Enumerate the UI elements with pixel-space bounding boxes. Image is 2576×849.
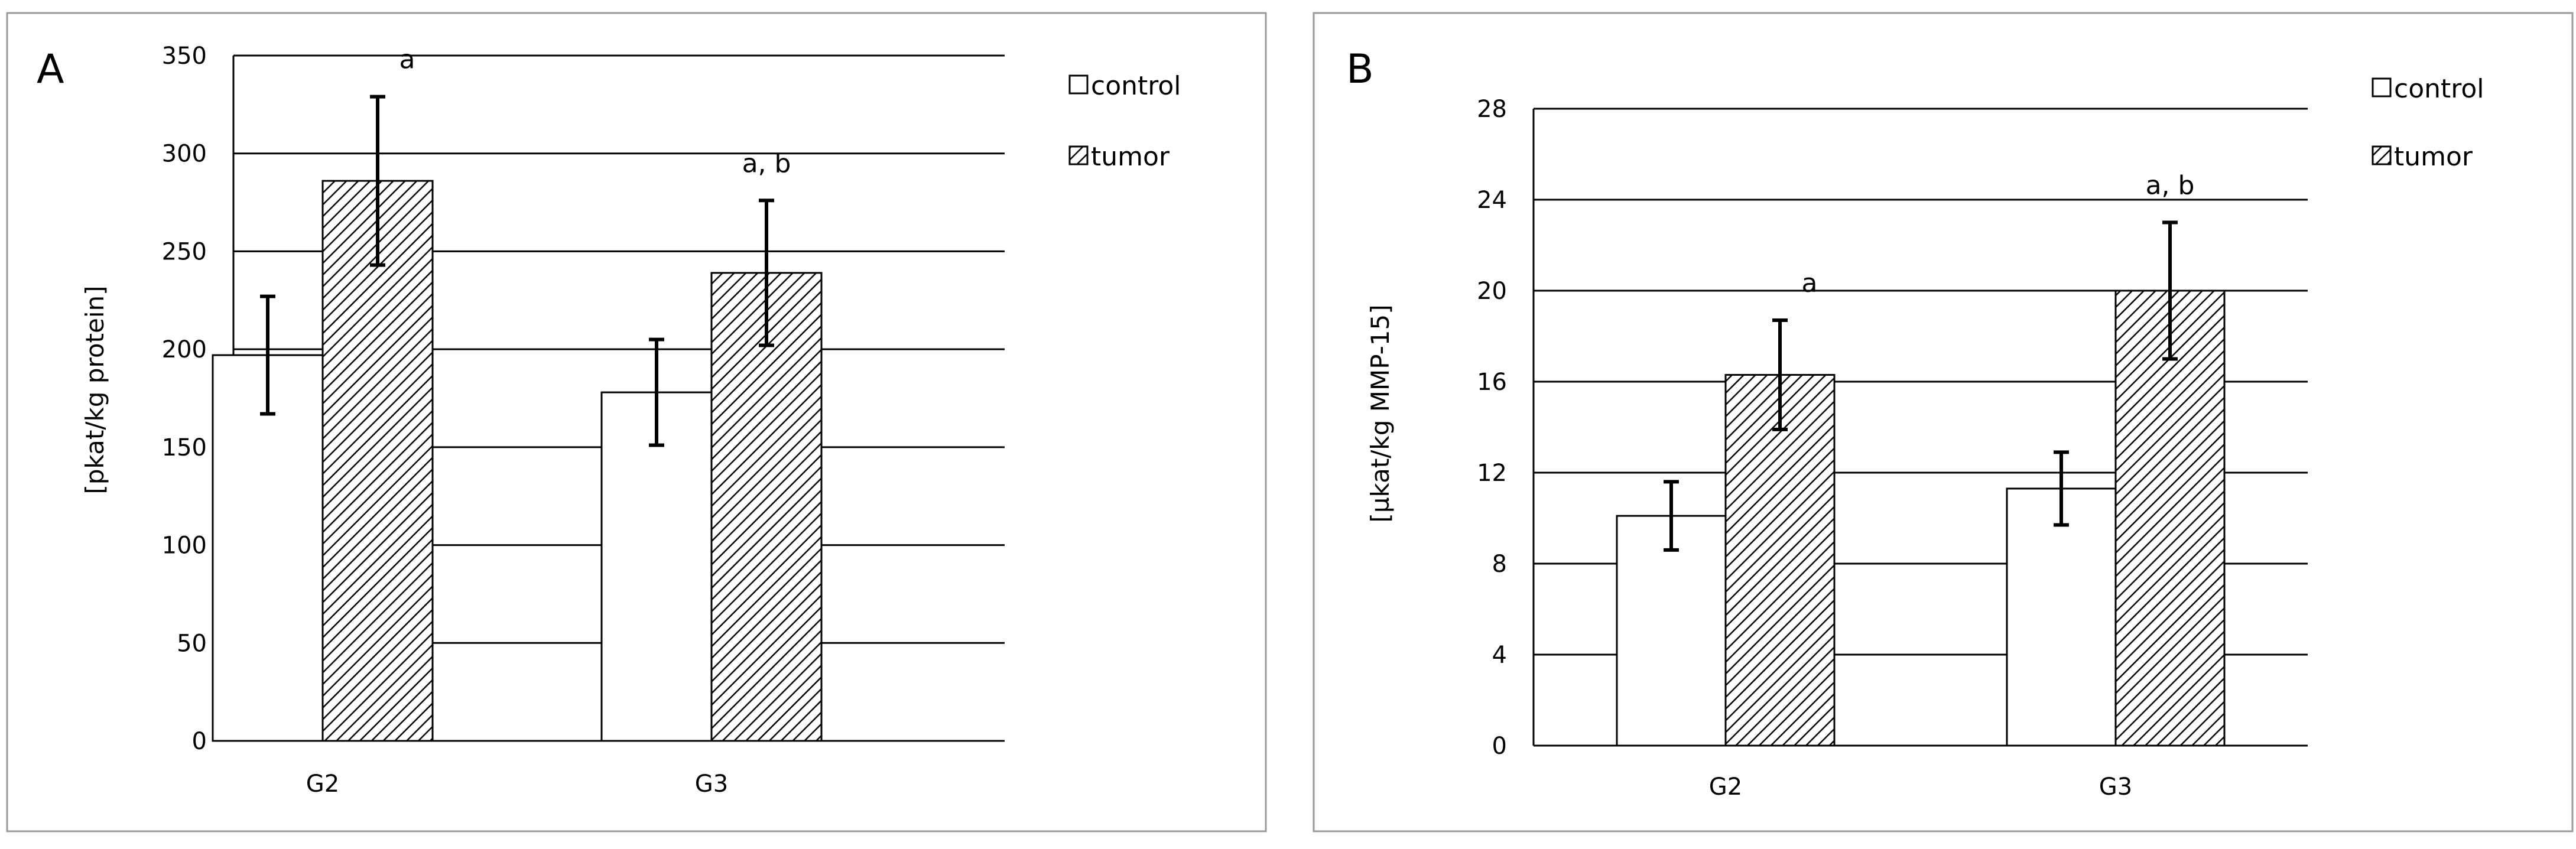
panel-b-legend-tumor: tumor (2372, 142, 2473, 172)
panel-a-y-tick-50: 50 (177, 630, 207, 657)
panel-b-error-bar-tumor-g3 (2162, 220, 2178, 361)
panel-b-error-bar-control-g3 (2054, 450, 2069, 527)
panel-b-y-tick-4: 4 (1492, 642, 1507, 669)
panel-b-legend-label-control: control (2394, 74, 2484, 104)
panel-b-error-bar-control-g2 (1664, 480, 1679, 552)
panel-a-annotation-g3: a, b (742, 148, 791, 178)
panel-b-x-tick-g3: G3 (2099, 773, 2132, 801)
panel-b-annotation-g3: a, b (2146, 171, 2195, 201)
panel-a-y-tick-150: 150 (162, 434, 207, 461)
panel-a-frame (6, 12, 1267, 832)
panel-b-y-tick-16: 16 (1477, 369, 1507, 396)
panel-a-y-tick-200: 200 (162, 336, 207, 363)
panel-b-bar-control-g3 (2006, 487, 2117, 747)
panel-b-legend: control tumor (2372, 74, 2484, 172)
panel-a-error-bars (260, 95, 774, 447)
panel-b-bar-control-g2 (1616, 515, 1727, 747)
panel-a-legend-control: control (1068, 71, 1181, 101)
panel-a-letter: A (37, 46, 64, 93)
panel-b-y-tick-20: 20 (1477, 278, 1507, 305)
panel-a-x-ticks: G2 G3 (306, 770, 728, 798)
panel-a-legend: control tumor (1068, 71, 1181, 172)
panel-b-y-tick-24: 24 (1477, 187, 1507, 214)
panel-b-y-tick-8: 8 (1492, 551, 1507, 578)
panel-a-annotations: a a, b (399, 45, 791, 179)
panel-a-error-bar-control-g2 (260, 294, 275, 416)
panel-a-legend-tumor: tumor (1068, 142, 1170, 172)
panel-b-y-ticks: 0 4 8 12 16 20 24 28 (1477, 96, 1507, 760)
panel-a-y-tick-250: 250 (162, 238, 207, 265)
panel-a-annotation-g2: a (399, 45, 415, 75)
panel-b-annotation-g2: a (1802, 268, 1818, 298)
panel-a-y-tick-100: 100 (162, 532, 207, 560)
panel-b-frame (1313, 12, 2574, 832)
panel-a-y-tick-300: 300 (162, 141, 207, 168)
panel-a-y-tick-0: 0 (192, 728, 207, 755)
panel-b-legend-swatch-control (2372, 77, 2392, 97)
panel-a-legend-swatch-control (1068, 74, 1089, 95)
panel-b-legend-label-tumor: tumor (2394, 142, 2473, 172)
panel-a-y-ticks: 0 50 100 150 200 250 300 350 (162, 43, 207, 755)
panel-b-annotations: a a, b (1802, 171, 2195, 299)
panel-b-x-ticks: G2 G3 (1709, 773, 2132, 801)
panel-a-bar-tumor-g3 (710, 272, 823, 742)
panel-b-y-tick-0: 0 (1492, 733, 1507, 760)
panel-a-y-axis-label: [pkat/kg protein] (80, 285, 109, 494)
panel-a-bar-tumor-g2 (321, 180, 434, 742)
panel-b-legend-control: control (2372, 74, 2484, 104)
panel-b-bars (1616, 289, 2226, 747)
panel-a-legend-swatch-tumor (1068, 145, 1089, 165)
panel-b-bar-tumor-g3 (2114, 289, 2226, 747)
panel-a-error-bar-control-g3 (649, 337, 664, 447)
panel-b-bar-tumor-g2 (1724, 373, 1836, 747)
panel-a-x-tick-g2: G2 (306, 770, 339, 798)
panel-a-legend-label-control: control (1091, 71, 1181, 101)
panel-a-bars (212, 180, 823, 742)
panel-b-letter: B (1346, 46, 1374, 93)
chart-panel-b: B 0 4 8 12 16 20 24 28 [µkat/kg MMP-15] a a, b G… (1313, 12, 2574, 832)
panel-a-error-bar-tumor-g2 (370, 95, 385, 267)
panel-b-error-bars (1664, 220, 2178, 552)
panel-a-error-bar-tumor-g3 (759, 199, 774, 347)
panel-b-y-axis-label: [µkat/kg MMP-15] (1366, 304, 1395, 522)
panel-a-y-tick-350: 350 (162, 43, 207, 70)
chart-panel-a: A 0 50 100 150 200 250 300 350 [pkat/kg protein… (6, 12, 1267, 832)
panel-a-legend-label-tumor: tumor (1091, 142, 1170, 172)
panel-b-error-bar-tumor-g2 (1772, 318, 1788, 431)
panel-a-x-tick-g3: G3 (695, 770, 728, 798)
panel-b-y-tick-28: 28 (1477, 96, 1507, 123)
panel-b-legend-swatch-tumor (2372, 145, 2392, 165)
panel-b-y-tick-12: 12 (1477, 460, 1507, 487)
panel-b-x-tick-g2: G2 (1709, 773, 1742, 801)
